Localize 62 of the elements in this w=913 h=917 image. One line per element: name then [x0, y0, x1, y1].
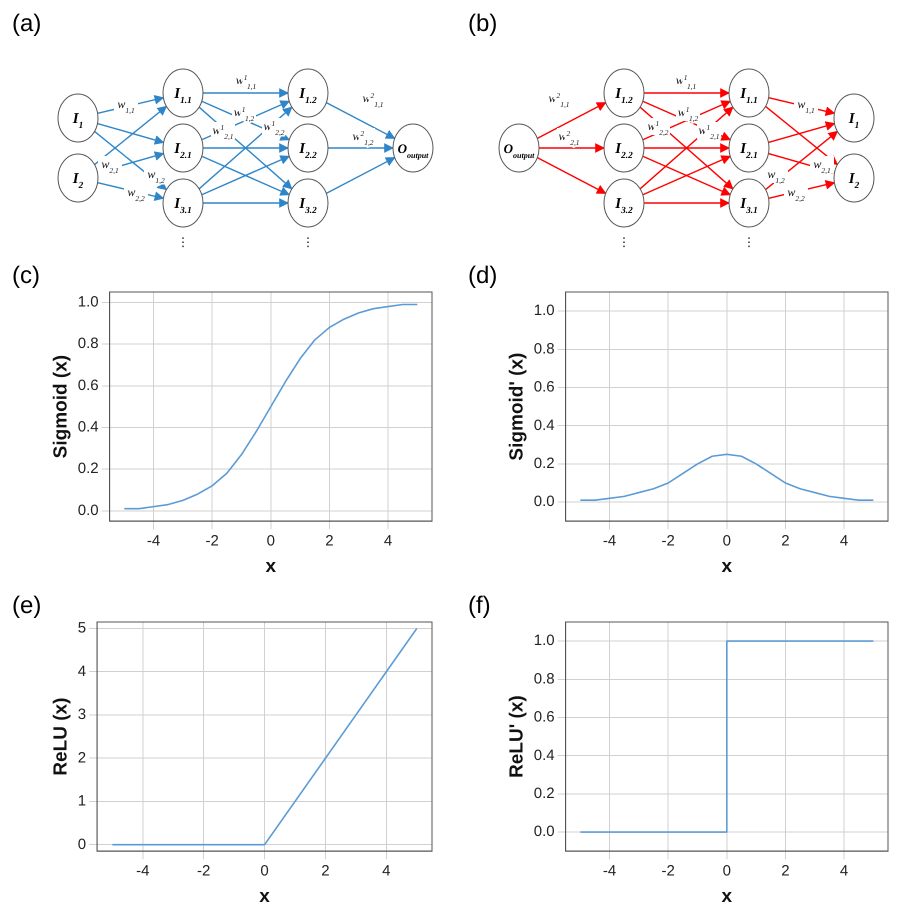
- text: ⋮: [618, 235, 630, 249]
- x-tick-label: 4: [384, 532, 392, 550]
- x-tick-label: 4: [382, 862, 391, 880]
- y-tick-label: 0.4: [78, 418, 99, 436]
- y-tick-label: 0.2: [534, 785, 555, 802]
- x-tick-label: 0: [722, 862, 731, 880]
- x-tick-label: 4: [840, 862, 848, 880]
- text: (a): [12, 10, 42, 38]
- y-tick-label: 0.6: [78, 376, 99, 394]
- x-tick-label: -4: [602, 862, 616, 880]
- text: (b): [468, 10, 498, 38]
- y-tick-label: 0.8: [534, 340, 555, 358]
- y-tick-label: 0: [78, 836, 86, 853]
- y-tick-label: 1.0: [534, 632, 555, 650]
- text: ⋮: [177, 235, 189, 249]
- y-tick-label: 0.0: [534, 823, 555, 840]
- y-tick-label: 0.8: [78, 335, 99, 352]
- y-tick-label: 2: [78, 749, 86, 766]
- y-tick-label: 5: [78, 620, 86, 637]
- y-axis-title: Sigmoid' (x): [506, 352, 528, 461]
- x-axis-title: x: [722, 556, 733, 577]
- x-tick-label: -2: [662, 862, 675, 880]
- x-tick-label: -2: [197, 862, 210, 880]
- y-tick-label: 0.6: [534, 708, 555, 726]
- y-tick-label: 1: [78, 792, 86, 810]
- y-axis-title: ReLU' (x): [506, 695, 528, 778]
- y-tick-label: 0.2: [78, 460, 99, 478]
- x-tick-label: 2: [781, 862, 790, 880]
- x-axis-title: x: [259, 886, 270, 907]
- y-tick-label: 0.0: [534, 493, 555, 510]
- y-tick-label: 0.4: [534, 746, 555, 764]
- x-tick-label: 2: [325, 532, 334, 550]
- y-tick-label: 4: [78, 662, 86, 680]
- x-tick-label: 4: [840, 532, 848, 550]
- x-tick-label: 2: [781, 532, 790, 550]
- chart-title: (e): [12, 592, 42, 620]
- chart-title: (f): [468, 592, 491, 620]
- x-tick-label: -2: [662, 532, 675, 550]
- chart-title: (d): [468, 262, 498, 290]
- y-tick-label: 0.2: [534, 455, 555, 472]
- y-tick-label: 0.8: [534, 670, 555, 688]
- x-tick-label: -4: [602, 532, 616, 550]
- y-tick-label: 3: [78, 706, 86, 724]
- x-tick-label: -4: [146, 532, 160, 550]
- chart-title: (c): [12, 262, 40, 290]
- x-tick-label: 0: [266, 532, 275, 550]
- x-tick-label: -4: [136, 862, 150, 880]
- y-tick-label: 1.0: [78, 294, 99, 311]
- text: ⋮: [302, 235, 314, 249]
- y-axis-title: Sigmoid (x): [50, 354, 72, 458]
- text: ⋮: [743, 235, 755, 249]
- x-tick-label: 2: [321, 862, 330, 880]
- x-tick-label: 0: [722, 532, 731, 550]
- x-tick-label: 0: [260, 862, 269, 880]
- y-tick-label: 0.4: [534, 416, 555, 434]
- x-axis-title: x: [722, 886, 733, 907]
- y-tick-label: 0.6: [534, 378, 555, 396]
- y-axis-title: ReLU (x): [50, 698, 72, 776]
- x-tick-label: -2: [206, 532, 219, 550]
- y-tick-label: 1.0: [534, 302, 555, 320]
- y-tick-label: 0.0: [78, 502, 99, 519]
- x-axis-title: x: [266, 556, 277, 577]
